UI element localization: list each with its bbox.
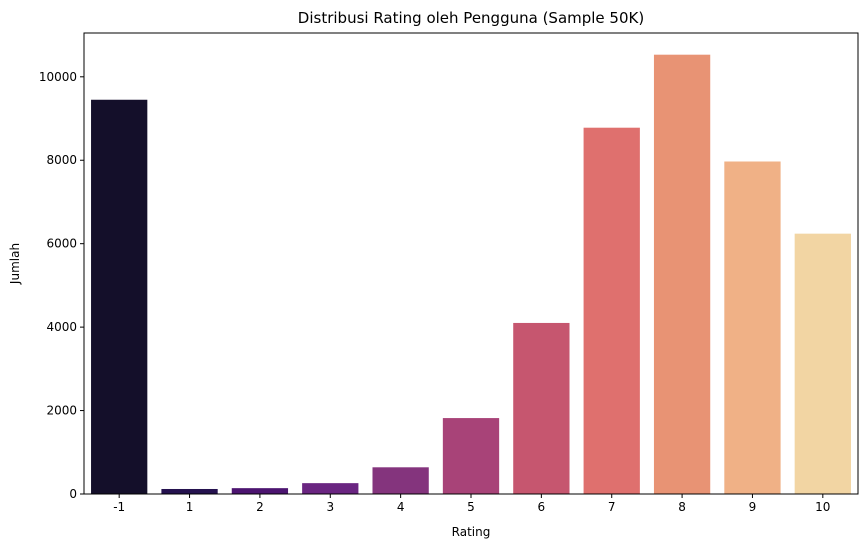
bar-rating-6 — [513, 322, 570, 494]
bar-rating-4 — [372, 467, 429, 494]
y-tick-label: 10000 — [39, 70, 77, 84]
x-tick-label: 2 — [256, 500, 264, 514]
bar-rating-8 — [653, 54, 711, 494]
y-axis-label: Jumlah — [8, 243, 22, 285]
y-tick-label: 4000 — [46, 320, 77, 334]
x-tick-label: 7 — [608, 500, 616, 514]
chart-title: Distribusi Rating oleh Pengguna (Sample … — [298, 9, 644, 27]
x-tick-label: 6 — [538, 500, 546, 514]
x-tick-label: 10 — [815, 500, 830, 514]
bar-rating-7 — [583, 127, 640, 494]
y-axis-ticks: 0 2000 4000 6000 8000 10000 — [39, 70, 84, 501]
x-tick-label: 9 — [749, 500, 757, 514]
bar-rating-10 — [794, 233, 851, 495]
x-tick-label: 8 — [678, 500, 686, 514]
y-tick-label: 6000 — [46, 237, 77, 251]
x-tick-label: 4 — [397, 500, 405, 514]
bar-rating-9 — [724, 161, 781, 494]
bar-rating-1 — [161, 488, 218, 494]
bars-group — [91, 54, 851, 495]
bar-rating-3 — [302, 483, 359, 494]
y-tick-label: 8000 — [46, 153, 77, 167]
x-axis-label: Rating — [452, 525, 491, 539]
bar-rating-5 — [442, 418, 500, 494]
bar-rating--1 — [91, 99, 148, 494]
y-tick-label: 0 — [69, 487, 77, 501]
y-tick-label: 2000 — [46, 404, 77, 418]
x-tick-label: 5 — [467, 500, 475, 514]
x-tick-label: 3 — [326, 500, 334, 514]
x-tick-label: 1 — [186, 500, 194, 514]
x-tick-label: -1 — [113, 500, 125, 514]
x-axis-ticks: -1 1 2 3 4 5 6 7 8 9 10 — [113, 494, 830, 514]
bar-rating-2 — [231, 488, 289, 494]
